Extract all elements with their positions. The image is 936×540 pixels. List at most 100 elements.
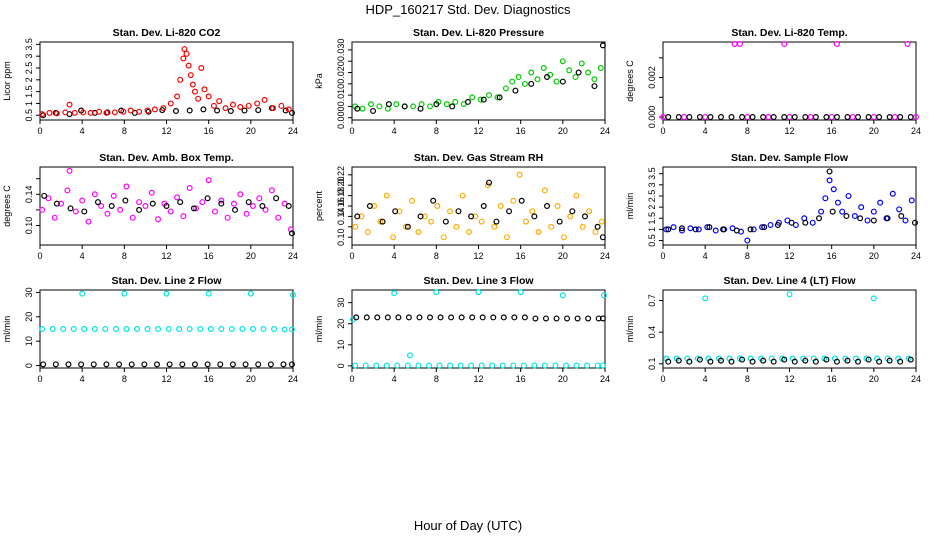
data-point-cyan — [281, 326, 288, 333]
data-point-black — [145, 108, 152, 115]
data-point-orange — [415, 229, 422, 236]
data-point-magenta — [110, 192, 117, 199]
data-point-black — [65, 361, 72, 368]
data-point-red — [201, 86, 208, 93]
data-point-black — [433, 101, 440, 108]
data-point-orange — [503, 234, 510, 241]
x-tick-label: 4 — [392, 251, 397, 261]
data-point-black — [366, 203, 373, 210]
data-point-black — [417, 213, 424, 220]
data-point-black — [401, 103, 408, 110]
data-point-blue — [744, 237, 751, 244]
data-point-orange — [554, 203, 561, 210]
data-point-cyan — [468, 362, 475, 369]
y-tick-label: 0.4 — [647, 326, 657, 339]
data-point-black — [528, 80, 535, 87]
data-point-black — [52, 361, 59, 368]
data-point-cyan — [541, 362, 548, 369]
data-point-black — [486, 179, 493, 186]
data-point-black — [469, 314, 476, 321]
data-point-green — [515, 74, 522, 81]
data-point-blue — [896, 206, 903, 213]
data-point-black — [870, 217, 877, 224]
data-point-blue — [870, 208, 877, 215]
data-point-cyan — [520, 362, 527, 369]
data-point-cyan — [559, 292, 566, 299]
data-point-green — [597, 64, 604, 71]
data-point-black — [829, 208, 836, 215]
data-point-magenta — [256, 195, 263, 202]
data-point-cyan — [123, 326, 130, 333]
data-point-green — [540, 64, 547, 71]
data-point-red — [189, 81, 196, 88]
data-point-red — [237, 103, 244, 110]
data-point-green — [410, 103, 417, 110]
data-point-red — [278, 102, 285, 109]
data-point-cyan — [562, 362, 569, 369]
data-point-black — [897, 358, 904, 365]
data-point-black — [692, 226, 699, 233]
data-point-black — [707, 358, 714, 365]
data-point-black — [884, 215, 891, 222]
data-point-cyan — [475, 289, 482, 296]
data-point-cyan — [489, 362, 496, 369]
data-point-red — [174, 93, 181, 100]
data-point-blue — [750, 226, 757, 233]
data-point-cyan — [362, 362, 369, 369]
plot-frame — [351, 289, 606, 369]
data-point-red — [285, 106, 292, 113]
y-tick-label: 20 — [24, 312, 34, 322]
y-tick-label: 0.5 — [24, 109, 34, 122]
y-axis-label: degrees C — [2, 185, 12, 227]
data-point-green — [572, 74, 579, 81]
x-tick-label: 16 — [516, 374, 526, 384]
data-point-cyan — [499, 362, 506, 369]
data-point-cyan — [165, 326, 172, 333]
data-point-black — [259, 203, 266, 210]
y-tick-label: 0 — [24, 363, 34, 368]
data-point-orange — [598, 218, 605, 225]
y-tick-label: 30 — [24, 287, 34, 297]
x-tick-label: 12 — [473, 126, 483, 136]
panel-title: Stan. Dev. Line 3 Flow — [423, 275, 534, 287]
data-point-magenta — [123, 183, 130, 190]
data-point-blue — [834, 199, 841, 206]
data-point-magenta — [828, 114, 835, 121]
data-point-cyan — [433, 289, 440, 296]
data-point-magenta — [891, 114, 898, 121]
data-point-black — [855, 358, 862, 365]
data-point-black — [285, 203, 292, 210]
panel-title: Stan. Dev. Line 2 Flow — [111, 275, 222, 287]
data-point-cyan — [271, 326, 278, 333]
x-tick-label: 0 — [349, 251, 354, 261]
data-point-orange — [453, 223, 460, 230]
data-point-black — [273, 195, 280, 202]
data-point-green — [559, 58, 566, 65]
data-point-magenta — [243, 210, 250, 217]
data-point-cyan — [383, 362, 390, 369]
data-point-black — [191, 361, 198, 368]
y-tick-label: 0.010 — [336, 84, 346, 107]
data-point-orange — [541, 187, 548, 194]
y-tick-label: 3 — [647, 182, 657, 187]
y-tick-label: 20 — [336, 319, 346, 329]
x-tick-label: 20 — [869, 374, 879, 384]
data-point-orange — [510, 197, 517, 204]
x-tick-label: 24 — [911, 374, 921, 384]
data-point-black — [405, 314, 412, 321]
data-point-red — [62, 109, 69, 116]
x-tick-label: 4 — [703, 374, 708, 384]
data-point-black — [267, 361, 274, 368]
x-tick-label: 0 — [660, 251, 665, 261]
data-point-black — [574, 315, 581, 322]
x-tick-label: 8 — [122, 251, 127, 261]
x-tick-label: 20 — [869, 251, 879, 261]
x-tick-label: 0 — [660, 374, 665, 384]
data-point-black — [675, 357, 682, 364]
plot-frame — [351, 166, 606, 246]
data-point-black — [379, 218, 386, 225]
data-point-red — [66, 101, 73, 108]
data-point-black — [90, 361, 97, 368]
x-tick-label: 12 — [473, 374, 483, 384]
data-point-red — [261, 96, 268, 103]
